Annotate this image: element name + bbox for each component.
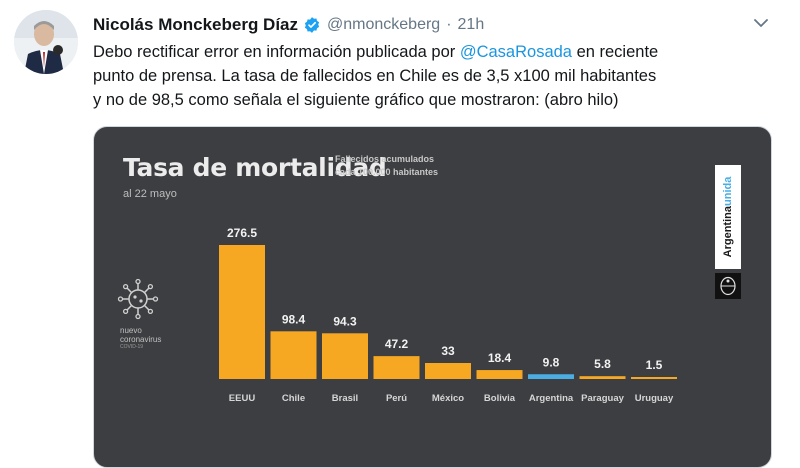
bar-argentina bbox=[528, 374, 574, 379]
value-label: 33 bbox=[441, 344, 455, 358]
value-label: 47.2 bbox=[385, 337, 409, 351]
avatar[interactable] bbox=[14, 10, 78, 74]
virus-label-3: COVID-19 bbox=[120, 344, 144, 350]
category-label: Perú bbox=[386, 393, 407, 404]
bar-chile bbox=[270, 331, 317, 379]
tweet-media-image[interactable]: Tasa de mortalidad Fallecidos acumulados… bbox=[93, 126, 772, 468]
chart-date-label: al 22 mayo bbox=[123, 188, 177, 200]
category-label: Paraguay bbox=[581, 393, 624, 404]
value-label: 18.4 bbox=[488, 351, 512, 365]
tweet-header: Nicolás Monckeberg Díaz @nmonckeberg · 2… bbox=[93, 12, 774, 38]
bar-paraguay bbox=[579, 376, 626, 379]
brand-logo: Argentina unida bbox=[715, 165, 741, 269]
tweet-timestamp[interactable]: 21h bbox=[457, 16, 485, 33]
verified-badge-icon bbox=[304, 17, 320, 33]
mention-link[interactable]: @CasaRosada bbox=[459, 43, 572, 61]
national-seal-icon bbox=[715, 273, 741, 299]
category-label: Chile bbox=[282, 393, 305, 404]
value-label: 9.8 bbox=[543, 355, 560, 369]
value-label: 94.3 bbox=[333, 314, 357, 328]
category-label: Bolivia bbox=[484, 393, 516, 404]
separator-dot: · bbox=[446, 16, 452, 33]
tweet-text-part: Debo rectificar error en información pub… bbox=[93, 43, 460, 61]
value-label: 5.8 bbox=[594, 357, 611, 371]
author-handle[interactable]: @nmonckeberg bbox=[327, 16, 441, 33]
category-label: Argentina bbox=[529, 393, 574, 404]
category-label: México bbox=[432, 393, 464, 404]
value-label: 276.5 bbox=[227, 226, 257, 240]
chart-subtitle-1: Fallecidos acumulados bbox=[335, 154, 435, 164]
value-label: 1.5 bbox=[646, 358, 663, 372]
category-label: Uruguay bbox=[635, 393, 674, 404]
bar-bolivia bbox=[476, 370, 523, 379]
virus-label-1: nuevo bbox=[120, 326, 142, 335]
bar-uruguay bbox=[631, 377, 677, 379]
chevron-down-icon[interactable] bbox=[752, 14, 770, 32]
virus-label-2: coronavirus bbox=[120, 335, 162, 344]
tweet-text-line-1: Debo rectificar error en información pub… bbox=[93, 40, 783, 64]
bar-perú bbox=[373, 356, 420, 379]
chart-subtitle-2: cada 100.000 habitantes bbox=[335, 167, 439, 177]
tweet-text: Debo rectificar error en información pub… bbox=[93, 40, 783, 112]
coronavirus-icon bbox=[117, 278, 159, 320]
bar-eeuu bbox=[219, 245, 265, 379]
author-name[interactable]: Nicolás Monckeberg Díaz bbox=[93, 15, 299, 34]
bar-brasil bbox=[322, 333, 368, 379]
tweet-text-part: en reciente bbox=[571, 43, 659, 61]
bar-chart: 276.5 EEUU 98.4 Chile 94.3 Brasil 47.2 Perú 33 Mé… bbox=[219, 226, 677, 404]
bar-méxico bbox=[425, 363, 471, 379]
value-label: 98.4 bbox=[282, 312, 306, 326]
category-label: EEUU bbox=[229, 393, 256, 404]
tweet-text-line-2: punto de prensa. La tasa de fallecidos e… bbox=[93, 67, 657, 85]
tweet-text-line-3: y no de 98,5 como señala el siguiente gr… bbox=[93, 91, 619, 109]
chart-title: Tasa de mortalidad bbox=[123, 153, 387, 182]
category-label: Brasil bbox=[332, 393, 358, 404]
avatar-photo bbox=[14, 10, 78, 74]
